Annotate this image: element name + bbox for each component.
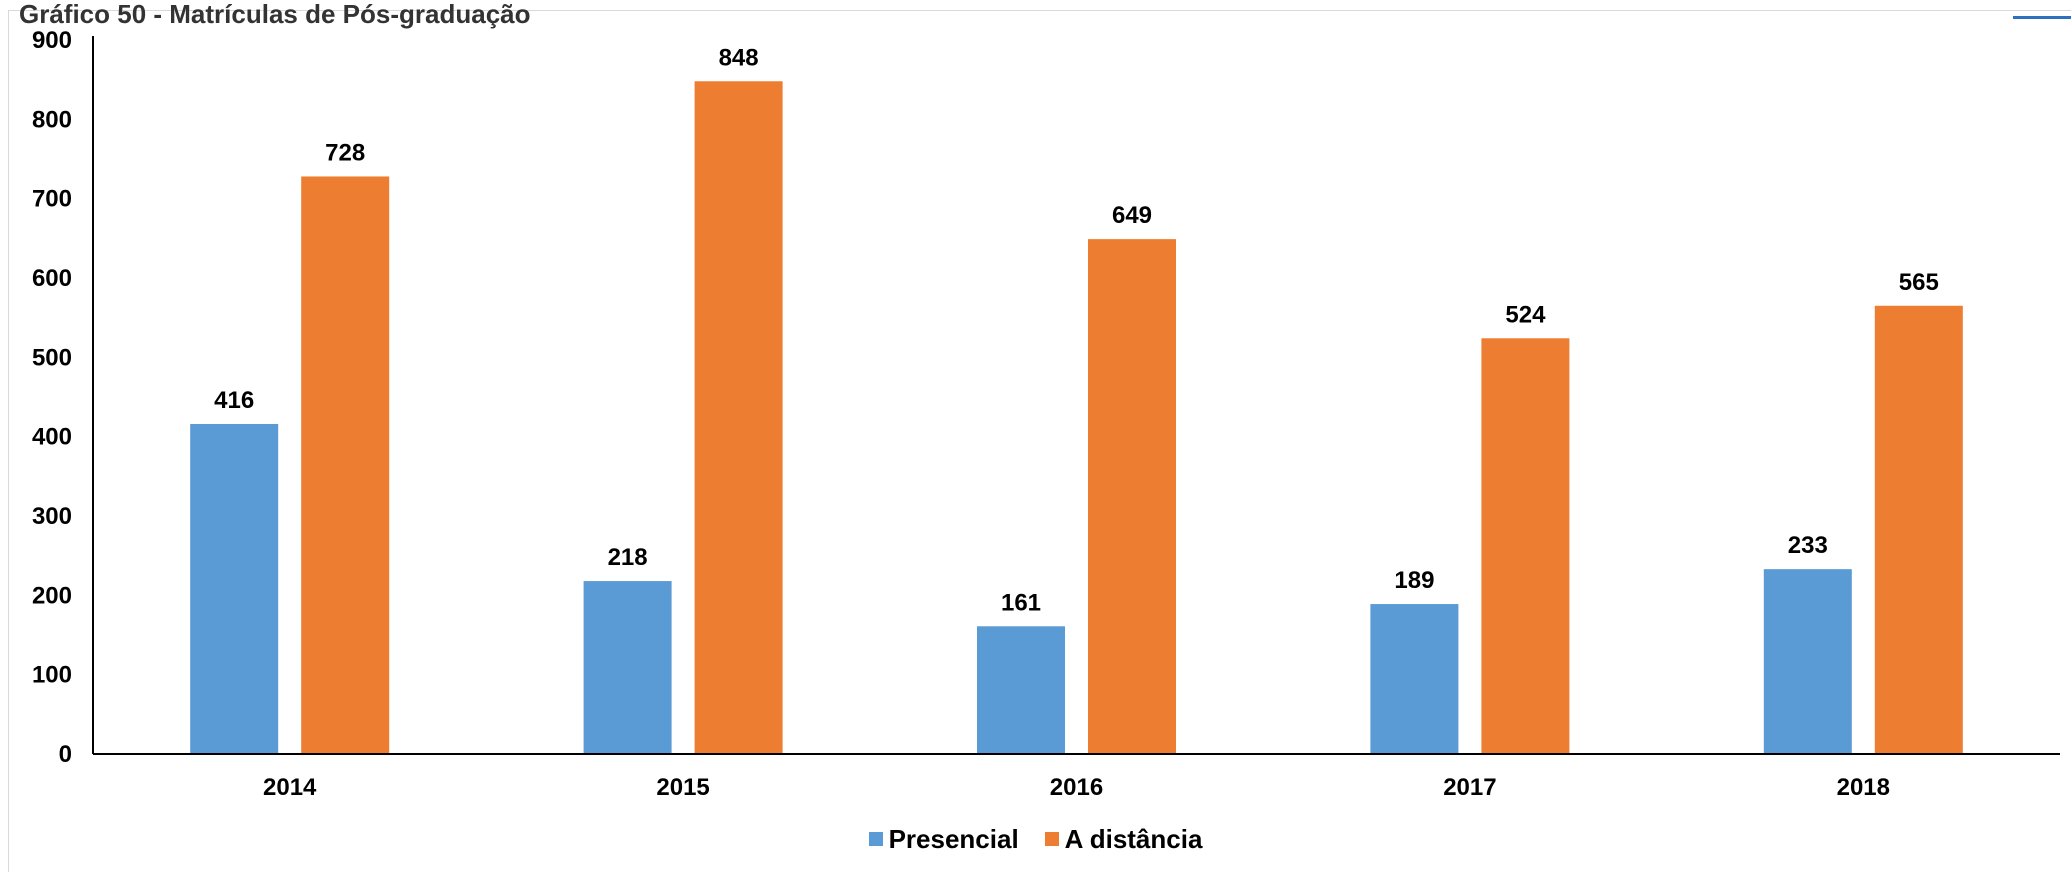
legend-label-presencial: Presencial	[888, 823, 1019, 854]
legend-item-a-distancia: A distância	[1044, 823, 1203, 855]
data-label: 189	[1394, 567, 1434, 594]
legend-swatch-a-distancia	[1044, 832, 1059, 846]
corner-decoration	[2013, 11, 2071, 19]
y-tick-label: 900	[32, 27, 72, 54]
y-tick-label: 500	[32, 344, 72, 371]
bar-a-distancia-2015	[694, 81, 783, 754]
y-axis-tick-labels: 0 100 200 300 400 500 600 700 800 900	[32, 27, 72, 768]
chart-frame: Gráfico 50 - Matrículas de Pós-graduação	[8, 0, 2071, 872]
data-label: 649	[1112, 202, 1152, 229]
bar-presencial-2014	[190, 423, 279, 754]
bar-presencial-2016	[977, 626, 1065, 754]
bar-series-group	[190, 81, 1963, 755]
legend-swatch-presencial	[868, 832, 883, 846]
bar-a-distancia-2018	[1874, 305, 1963, 754]
y-tick-label: 400	[32, 424, 72, 451]
bar-a-distancia-2014	[301, 176, 390, 754]
data-label: 565	[1899, 269, 1939, 296]
y-tick-label: 800	[32, 106, 72, 133]
legend: Presencial A distância	[0, 824, 2071, 854]
x-tick-label: 2015	[656, 774, 709, 801]
data-label: 218	[608, 544, 648, 571]
y-tick-label: 300	[32, 503, 72, 530]
data-label: 233	[1788, 532, 1828, 559]
data-labels-group: 416 728 218 848 161 649 189 524 233 565	[214, 44, 1939, 616]
data-label: 524	[1505, 301, 1546, 328]
bar-presencial-2018	[1763, 569, 1852, 754]
x-tick-label: 2018	[1837, 774, 1890, 801]
data-label: 728	[325, 139, 365, 166]
data-label: 848	[719, 44, 759, 71]
y-tick-label: 0	[59, 741, 72, 768]
y-tick-label: 600	[32, 265, 72, 292]
legend-label-a-distancia: A distância	[1064, 823, 1203, 854]
data-label: 161	[1001, 589, 1041, 616]
bar-a-distancia-2016	[1088, 239, 1176, 755]
chart-title: Gráfico 50 - Matrículas de Pós-graduação	[19, 0, 531, 29]
x-axis-tick-labels: 2014 2015 2016 2017 2018	[263, 774, 1890, 801]
legend-item-presencial: Presencial	[868, 823, 1019, 855]
bar-a-distancia-2017	[1481, 338, 1570, 754]
y-tick-label: 100	[32, 662, 72, 689]
bar-presencial-2017	[1370, 604, 1459, 754]
data-label: 416	[214, 387, 254, 414]
x-tick-label: 2017	[1443, 774, 1496, 801]
x-tick-label: 2016	[1050, 774, 1103, 801]
x-tick-label: 2014	[263, 774, 317, 801]
bar-presencial-2015	[583, 581, 672, 754]
y-tick-label: 700	[32, 186, 72, 213]
y-tick-label: 200	[32, 582, 72, 609]
